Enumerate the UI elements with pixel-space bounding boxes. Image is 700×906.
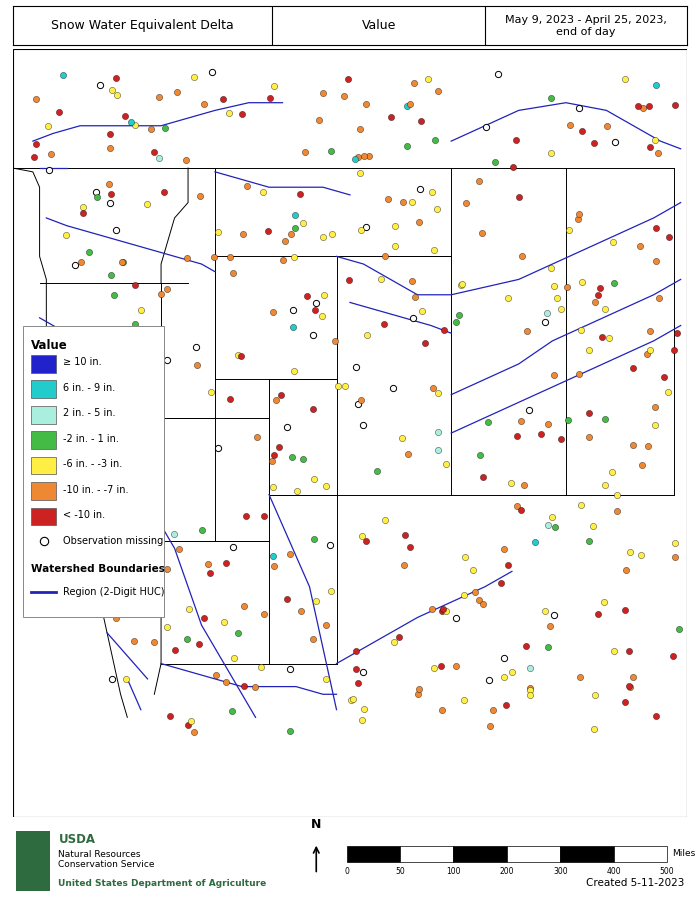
Bar [31,355,57,372]
Text: Watershed Boundaries: Watershed Boundaries [31,564,164,573]
Polygon shape [13,49,687,303]
Text: < -10 in.: < -10 in. [63,510,105,520]
Text: United States Department of Agriculture: United States Department of Agriculture [59,879,267,888]
Text: Region (2-Digit HUC): Region (2-Digit HUC) [63,587,164,597]
Text: Created 5-11-2023: Created 5-11-2023 [586,879,684,889]
Bar [31,482,57,500]
Bar [614,846,667,863]
Text: Miles: Miles [673,849,696,858]
Text: 400: 400 [606,867,621,876]
Text: Natural Resources
Conservation Service: Natural Resources Conservation Service [59,850,155,869]
Bar [400,846,454,863]
Text: ≥ 10 in.: ≥ 10 in. [63,357,102,368]
Text: May 9, 2023 - April 25, 2023,
end of day: May 9, 2023 - April 25, 2023, end of day [505,15,667,36]
Bar [560,846,614,863]
Text: USDA: USDA [59,834,95,846]
Text: Snow Water Equivalent Delta: Snow Water Equivalent Delta [51,19,234,33]
Bar [31,406,57,423]
Text: 50: 50 [395,867,405,876]
Text: 6 in. - 9 in.: 6 in. - 9 in. [63,383,116,393]
Text: Observation missing: Observation missing [63,535,164,545]
Text: 300: 300 [553,867,568,876]
Bar [31,381,57,398]
Text: 0: 0 [344,867,349,876]
Bar [31,431,57,449]
Bar [22,325,164,618]
Bar [31,457,57,475]
Text: Value: Value [361,19,396,33]
Text: 2 in. - 5 in.: 2 in. - 5 in. [63,409,116,419]
Text: Value: Value [31,340,68,352]
Text: 500: 500 [660,867,675,876]
Text: -6 in. - -3 in.: -6 in. - -3 in. [63,459,122,469]
Bar [507,846,560,863]
Bar [346,846,400,863]
Text: -2 in. - 1 in.: -2 in. - 1 in. [63,434,119,444]
Bar [31,507,57,525]
Bar [454,846,507,863]
Text: 200: 200 [500,867,514,876]
Text: -10 in. - -7 in.: -10 in. - -7 in. [63,485,129,495]
Bar [16,831,50,891]
Text: N: N [311,818,321,831]
Text: 100: 100 [446,867,461,876]
